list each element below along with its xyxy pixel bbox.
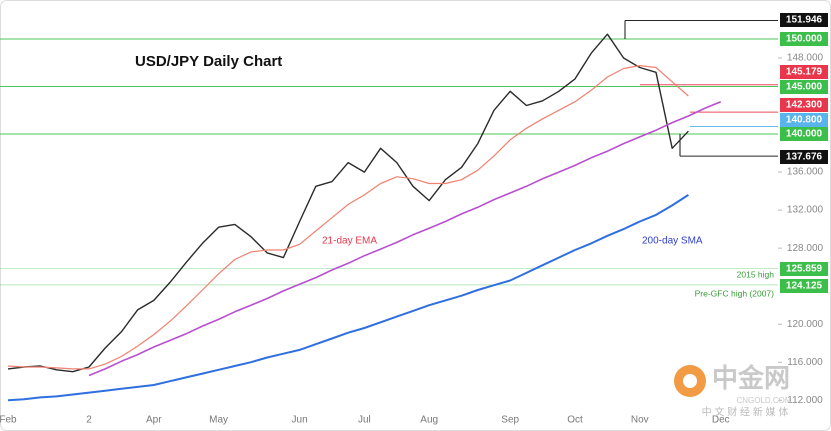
level-label: 140.800 <box>786 115 823 126</box>
level-label-box <box>780 262 828 276</box>
x-tick-label: Apr <box>146 415 162 426</box>
level-label: 150.000 <box>786 34 823 45</box>
series-line <box>88 100 722 377</box>
level-label: 140.000 <box>786 129 823 140</box>
x-tick-label: Aug <box>420 415 438 426</box>
x-tick-label: Dec <box>712 415 730 426</box>
sma-annotation: 200-day SMA <box>642 236 703 247</box>
y-tick-label: 132.000 <box>787 205 824 216</box>
x-tick-label: May <box>209 415 228 426</box>
level-label-box <box>780 279 828 293</box>
y-tick-label: 116.000 <box>787 357 823 368</box>
level-label-box <box>780 65 828 79</box>
watermark-tagline: 中 文 财 经 新 媒 体 <box>702 406 789 419</box>
x-tick-label: Feb <box>0 415 17 426</box>
level-label: 145.179 <box>786 67 823 78</box>
x-tick-label: 2 <box>86 415 92 426</box>
ema-annotation: 21-day EMA <box>322 236 377 247</box>
level-label-box <box>780 98 828 112</box>
level-label-box <box>780 127 828 141</box>
watermark-logo-inner <box>683 374 697 388</box>
level-label: 124.125 <box>786 281 823 292</box>
series-line <box>7 65 689 370</box>
level-label: 151.946 <box>786 15 823 26</box>
x-tick-label: Oct <box>567 415 583 426</box>
y-tick-label: 136.000 <box>787 167 824 178</box>
level-note: 2015 high <box>737 269 775 279</box>
level-label: 125.859 <box>786 264 823 275</box>
x-tick-label: Nov <box>631 415 649 426</box>
level-note: Pre-GFC high (2007) <box>695 288 775 298</box>
level-label-box <box>780 32 828 46</box>
x-tick-label: Sep <box>501 415 519 426</box>
level-label-box <box>780 150 828 164</box>
watermark: 中金网 CNGOLD.COM 中 文 财 经 新 媒 体 <box>674 363 792 419</box>
y-tick-label: 112.000 <box>787 395 823 406</box>
level-label: 137.676 <box>786 152 823 163</box>
y-tick-label: 120.000 <box>787 319 824 330</box>
watermark-site: CNGOLD.COM <box>736 396 791 405</box>
level-label-box <box>780 80 828 94</box>
y-tick-label: 148.000 <box>787 53 824 64</box>
series-line <box>7 33 689 373</box>
watermark-title: 中金网 <box>712 363 790 393</box>
level-label-box <box>780 13 828 27</box>
x-tick-label: Jun <box>292 415 308 426</box>
chart-title: USD/JPY Daily Chart <box>135 53 282 70</box>
level-label-box <box>780 113 828 127</box>
x-tick-label: Jul <box>358 415 371 426</box>
level-label: 142.300 <box>786 100 823 111</box>
plot-area: 112.000 116.000 120.000 128.000 132.000 136.0… <box>0 13 828 426</box>
series-line <box>7 194 689 402</box>
y-tick-label: 128.000 <box>787 243 824 254</box>
level-label: 145.000 <box>786 82 823 93</box>
